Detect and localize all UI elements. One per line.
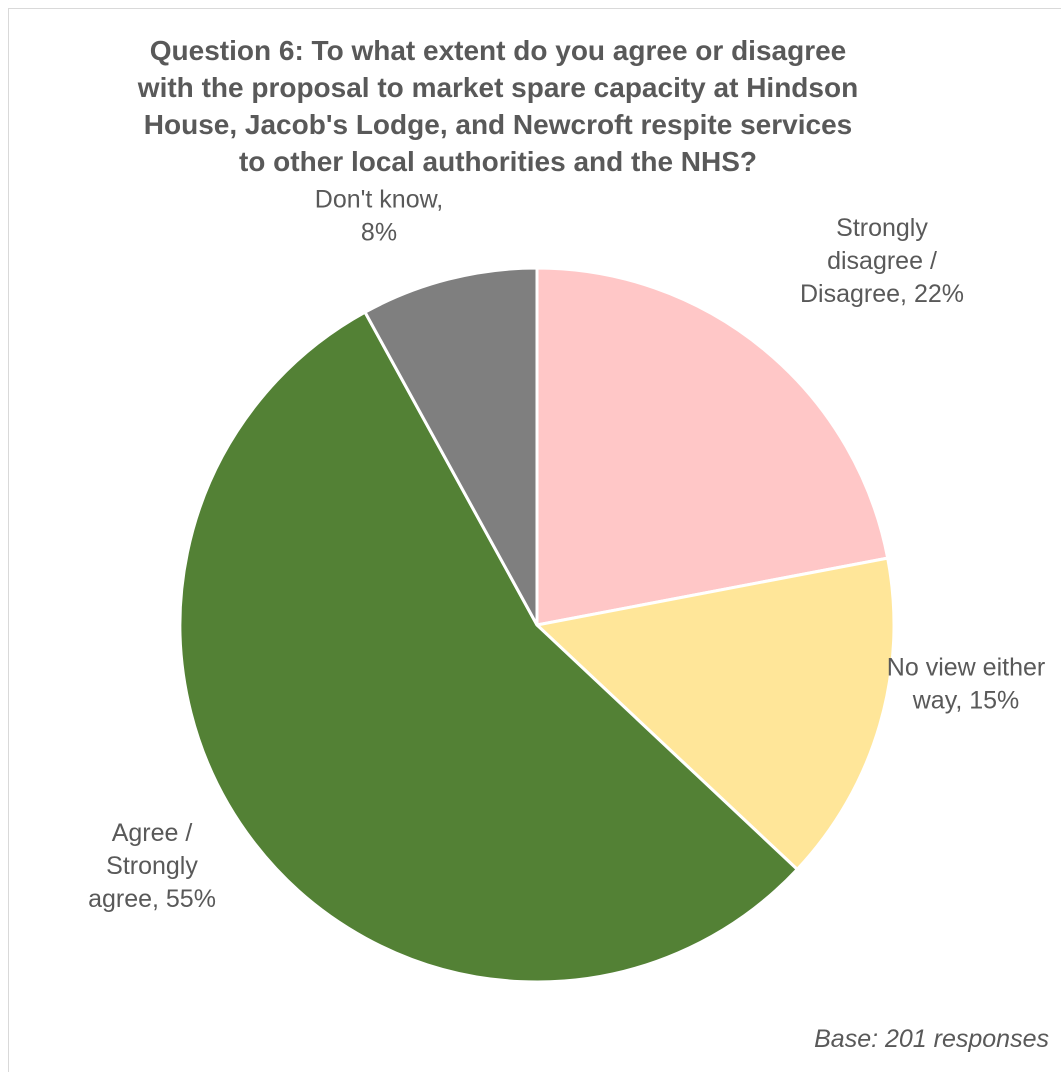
chart-title: Question 6: To what extent do you agree … <box>90 32 906 180</box>
data-label-4-line-1: Don't know, <box>315 186 443 214</box>
data-label-1-line-2: disagree / <box>827 247 937 275</box>
data-label-1: Strongly disagree / Disagree, 22% <box>800 214 964 308</box>
data-label-2: No view either way, 15% <box>887 654 1045 715</box>
base-footnote: Base: 201 responses <box>814 1025 1049 1053</box>
data-label-4: Don't know, 8% <box>315 186 443 247</box>
pie-slice-1 <box>535 266 890 627</box>
data-label-2-line-1: No view either <box>887 654 1045 682</box>
pie-slice-3 <box>178 310 799 984</box>
data-label-3-line-1: Agree / <box>112 819 193 847</box>
pie-slice-2 <box>535 556 896 871</box>
data-label-1-line-3: Disagree, 22% <box>800 280 964 308</box>
data-label-1-line-1: Strongly <box>836 214 928 242</box>
chart-title-line-3: House, Jacob's Lodge, and Newcroft respi… <box>143 109 853 140</box>
data-label-3-line-2: Strongly <box>106 852 198 880</box>
chart-title-line-4: to other local authorities and the NHS? <box>238 146 758 177</box>
pie-slice-4 <box>363 266 539 627</box>
data-label-4-line-2: 8% <box>361 219 397 247</box>
chart-title-line-2: with the proposal to market spare capaci… <box>137 72 859 103</box>
data-label-3-line-3: agree, 55% <box>88 885 216 913</box>
data-label-2-line-2: way, 15% <box>912 687 1020 715</box>
data-label-3: Agree / Strongly agree, 55% <box>88 819 216 913</box>
chart-title-line-1: Question 6: To what extent do you agree … <box>149 35 847 66</box>
